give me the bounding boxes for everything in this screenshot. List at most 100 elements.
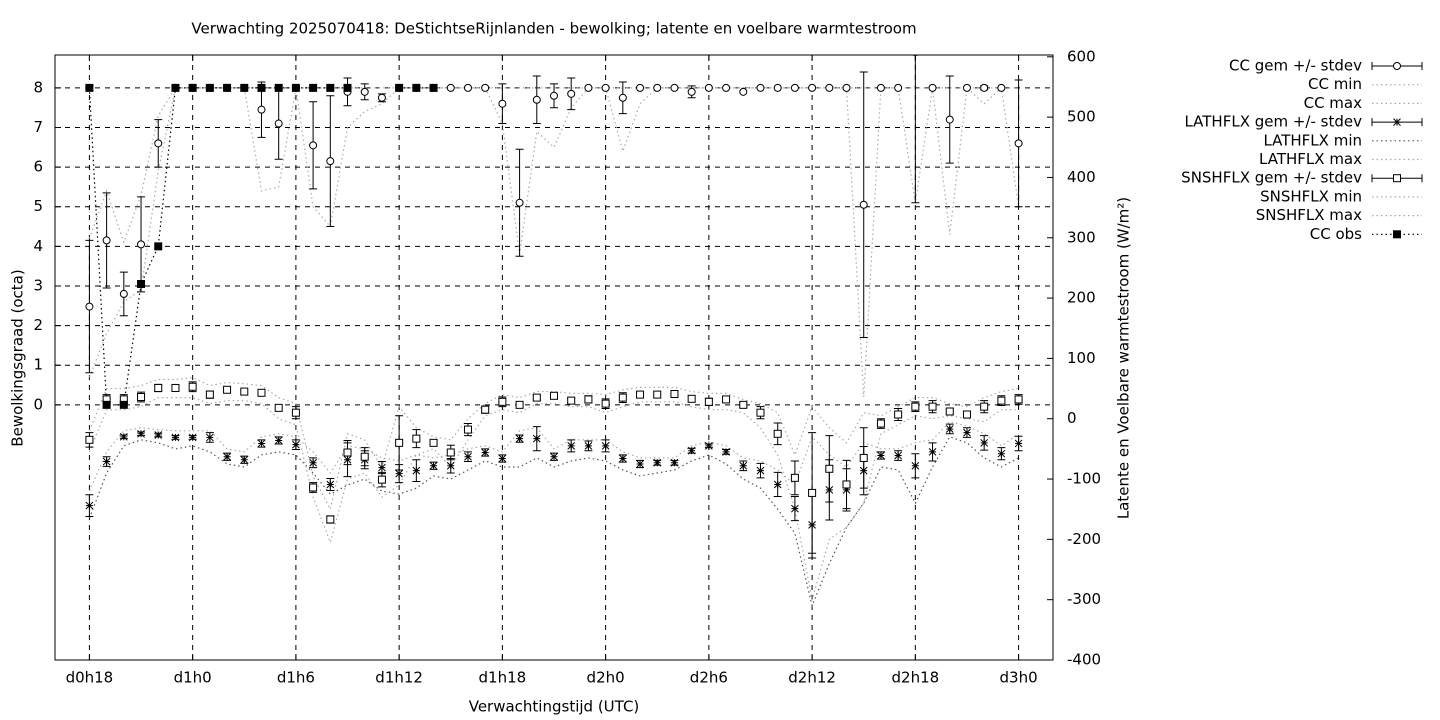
- y-tick-label: 0: [33, 395, 43, 413]
- y2-axis-label: Latente en Voelbare warmtestroom (W/m²): [1115, 197, 1133, 519]
- point: [274, 436, 283, 445]
- point: [756, 408, 765, 417]
- legend-label: SNSHFLX gem +/- stdev: [1181, 169, 1362, 187]
- point: [102, 457, 111, 466]
- y2-tick-label: -300: [1067, 590, 1101, 608]
- point: [463, 83, 472, 92]
- point: [412, 83, 421, 92]
- point: [205, 390, 214, 399]
- point: [326, 83, 335, 92]
- point: [206, 433, 214, 442]
- legend-sample: [1371, 174, 1423, 183]
- point: [395, 438, 404, 447]
- point: [601, 442, 610, 450]
- point: [188, 83, 197, 92]
- point: [618, 454, 627, 463]
- y2-tick-label: 400: [1067, 168, 1096, 186]
- point: [412, 434, 421, 443]
- series-line: [88, 87, 434, 406]
- point: [515, 434, 524, 443]
- point: [962, 83, 971, 92]
- point: [1014, 439, 1023, 448]
- point: [704, 397, 713, 406]
- point: [928, 83, 937, 92]
- point: [257, 439, 266, 448]
- x-tick-label: d2h0: [587, 669, 625, 687]
- y2-tick-label: 100: [1067, 349, 1096, 367]
- point: [498, 99, 507, 108]
- y2-tick-label: 500: [1067, 108, 1096, 126]
- point: [498, 397, 507, 406]
- point: [980, 83, 989, 92]
- point: [1014, 395, 1023, 404]
- point: [584, 395, 593, 404]
- point: [997, 449, 1006, 458]
- point: [326, 157, 335, 166]
- point: [584, 442, 593, 450]
- point: [481, 83, 490, 92]
- x-tick-label: d1h6: [277, 669, 315, 687]
- x-tick-label: d3h0: [1000, 669, 1038, 687]
- point: [137, 393, 146, 402]
- x-tick-label: d2h6: [690, 669, 728, 687]
- point: [1014, 139, 1023, 148]
- point: [223, 83, 232, 92]
- series-line: [88, 436, 1019, 608]
- point: [223, 385, 232, 394]
- point: [429, 461, 438, 470]
- point: [429, 83, 438, 92]
- legend-sample: [1371, 62, 1423, 70]
- point: [670, 83, 679, 92]
- point: [240, 455, 249, 464]
- point: [463, 425, 472, 434]
- point: [687, 446, 696, 455]
- point: [911, 402, 920, 411]
- point: [773, 480, 782, 489]
- point: [154, 242, 163, 251]
- point: [739, 461, 748, 470]
- point: [791, 504, 799, 513]
- point: [722, 395, 731, 404]
- point: [825, 464, 834, 473]
- x-tick-label: d1h18: [479, 669, 527, 687]
- point: [429, 438, 438, 447]
- point: [859, 453, 868, 462]
- point: [997, 83, 1006, 92]
- point: [550, 452, 558, 461]
- legend-label: CC obs: [1310, 225, 1362, 243]
- point: [705, 442, 713, 450]
- y-tick-label: 1: [33, 356, 43, 374]
- legend-label: CC min: [1308, 75, 1362, 93]
- x-tick-label: d0h18: [66, 669, 114, 687]
- point: [912, 55, 919, 57]
- point: [790, 473, 799, 482]
- point: [309, 483, 318, 492]
- point: [739, 87, 748, 96]
- point: [223, 452, 231, 461]
- point: [85, 83, 94, 92]
- point: [790, 83, 799, 92]
- point: [378, 463, 386, 472]
- point: [997, 396, 1006, 405]
- point: [945, 115, 954, 124]
- point: [567, 396, 576, 405]
- point: [85, 501, 94, 510]
- x-tick-label: d2h18: [892, 669, 940, 687]
- point: [274, 119, 283, 128]
- point: [102, 236, 111, 245]
- point: [894, 410, 903, 419]
- point: [722, 448, 730, 456]
- point: [257, 83, 266, 92]
- plot-area: [85, 55, 1023, 608]
- point: [291, 408, 300, 417]
- y-tick-label: 8: [33, 78, 43, 96]
- point: [102, 400, 111, 409]
- point: [309, 141, 318, 150]
- point: [137, 280, 146, 289]
- point: [618, 93, 627, 102]
- point: [343, 448, 352, 457]
- x-tick-label: d2h12: [788, 669, 836, 687]
- point: [119, 289, 128, 298]
